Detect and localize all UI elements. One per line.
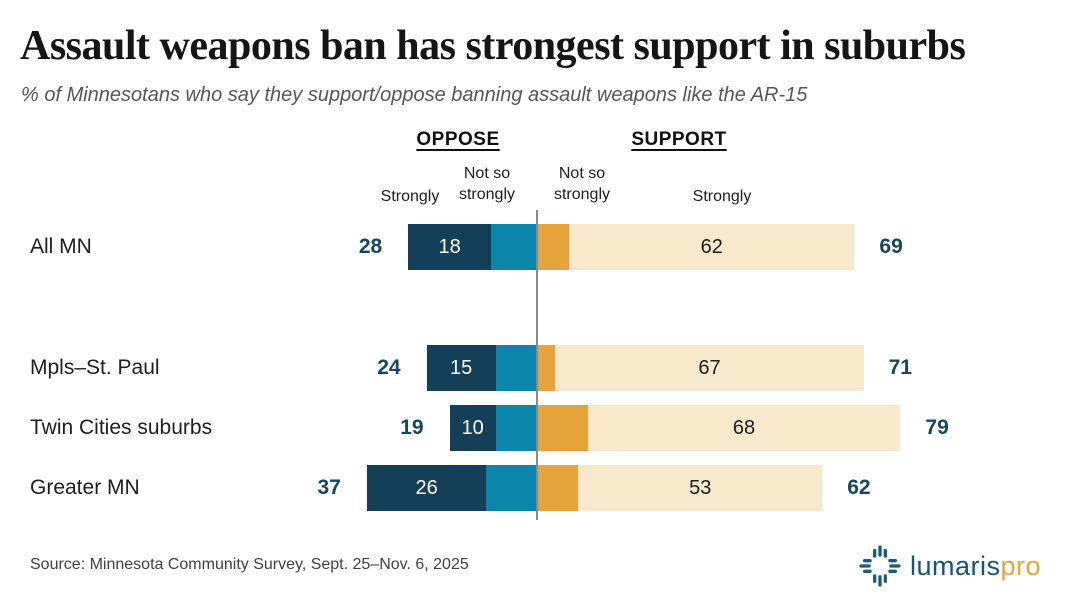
support-total-value: 79 <box>925 416 949 439</box>
bar-segment-not-so-strongly-oppose <box>495 405 537 451</box>
bar-segment-not-so-strongly-support <box>537 465 579 511</box>
bar-value-strongly-oppose: 15 <box>449 357 473 379</box>
source-note: Source: Minnesota Community Survey, Sept… <box>30 556 469 573</box>
bar-segment-not-so-strongly-support <box>537 405 588 451</box>
chart-subtitle: % of Minnesotans who say they support/op… <box>21 84 808 106</box>
oppose-total-value: 24 <box>377 356 401 379</box>
bar-value-strongly-support: 53 <box>689 477 712 499</box>
legend-oppose-not-so-strongly: Not so strongly <box>458 165 516 203</box>
lumaris-compass-icon <box>859 545 901 587</box>
row-label: All MN <box>30 235 92 258</box>
bar-segment-strongly-support <box>587 405 901 451</box>
oppose-total-value: 37 <box>317 476 341 499</box>
support-total-value: 62 <box>847 476 871 499</box>
legend-support-strongly: Strongly <box>692 188 752 205</box>
bar-segment-not-so-strongly-support <box>537 224 570 270</box>
bar-segment-strongly-support <box>555 345 864 391</box>
bar-value-strongly-support: 68 <box>732 417 756 439</box>
bar-segment-strongly-oppose <box>426 345 496 391</box>
legend-support-not-so-strongly: Not so strongly <box>553 165 611 203</box>
row-label: Twin Cities suburbs <box>30 416 213 439</box>
bar-segment-not-so-strongly-oppose <box>486 465 537 511</box>
bar-segment-strongly-support <box>578 465 823 511</box>
brand-wordmark: lumarispro <box>910 551 1041 582</box>
bar-segment-not-so-strongly-oppose <box>491 224 537 270</box>
page-title: Assault weapons ban has strongest suppor… <box>20 23 966 69</box>
bar-value-strongly-oppose: 10 <box>461 417 484 439</box>
oppose-column-header: OPPOSE <box>416 129 500 150</box>
oppose-total-value: 28 <box>358 235 383 258</box>
bar-segment-not-so-strongly-oppose <box>495 345 537 391</box>
support-total-value: 71 <box>888 356 912 379</box>
support-column-header: SUPPORT <box>631 129 727 150</box>
bar-segment-strongly-oppose <box>408 224 491 270</box>
legend-oppose-strongly: Strongly <box>380 188 440 205</box>
zero-axis-line <box>536 210 538 520</box>
brand-suffix: pro <box>1000 550 1042 581</box>
bar-value-strongly-support: 62 <box>700 236 723 258</box>
bar-value-strongly-oppose: 18 <box>438 236 461 258</box>
bar-value-strongly-support: 67 <box>698 357 721 379</box>
row-label: Greater MN <box>30 476 140 499</box>
bar-value-strongly-oppose: 26 <box>415 477 438 499</box>
bar-segment-strongly-oppose <box>366 465 487 511</box>
oppose-total-value: 19 <box>400 416 424 439</box>
row-label: Mpls–St. Paul <box>30 356 160 379</box>
brand-logo: lumarispro <box>858 543 1041 589</box>
support-total-value: 69 <box>879 235 903 258</box>
bar-segment-strongly-support <box>569 224 855 270</box>
brand-name: lumaris <box>910 550 1001 581</box>
bar-segment-not-so-strongly-support <box>537 345 556 391</box>
bar-segment-strongly-oppose <box>449 405 496 451</box>
